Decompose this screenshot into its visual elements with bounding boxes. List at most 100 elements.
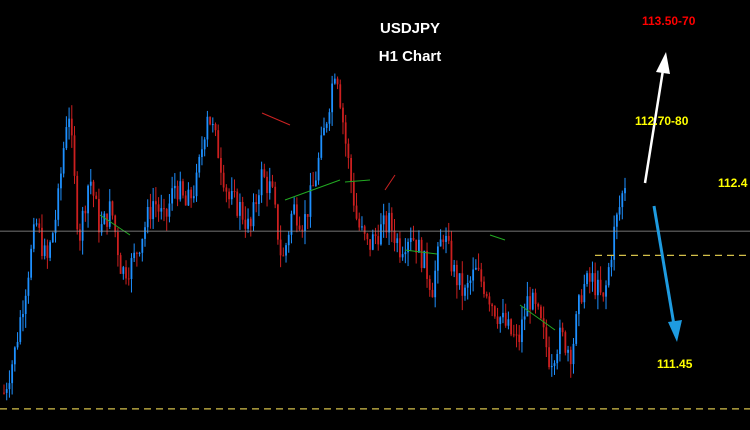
candle-body (141, 238, 144, 253)
candle-body (276, 204, 279, 240)
candle-body (236, 191, 239, 216)
candle-body (233, 191, 236, 193)
candle-body (474, 267, 477, 270)
candle-body (420, 239, 423, 268)
candle-body (46, 245, 49, 258)
trend-line-green (519, 304, 556, 331)
candle-body (214, 124, 217, 131)
candle-body (51, 233, 54, 243)
candle-body (68, 118, 70, 128)
candle-body (135, 252, 138, 254)
candle-body (84, 210, 87, 214)
candle-body (591, 273, 594, 282)
level-label-lower-support: 111.45 (657, 357, 693, 371)
candle-body (103, 213, 106, 225)
candle-body (480, 269, 483, 282)
candle-body (92, 181, 95, 196)
candle-body (79, 229, 81, 241)
candle-body (220, 157, 222, 173)
trend-line-green (404, 249, 438, 255)
candle-body (371, 234, 374, 250)
candle-body (442, 239, 445, 242)
candle-body (255, 202, 258, 205)
candle-body (415, 239, 418, 253)
candle-body (401, 254, 404, 258)
candle-body (605, 285, 607, 297)
candle-body (111, 201, 114, 216)
candle-body (450, 240, 453, 272)
down-arrow-head (668, 320, 682, 342)
candle-body (241, 201, 244, 220)
candle-body (458, 273, 461, 286)
candle-body (298, 225, 301, 230)
trend-line-green (99, 214, 131, 236)
up-arrow-shaft (643, 69, 665, 184)
candle-body (179, 181, 182, 200)
candle-body (290, 213, 293, 235)
candle-body (556, 354, 559, 364)
candle-body (225, 187, 228, 192)
candle-body (168, 203, 171, 217)
candle-body (504, 312, 507, 326)
candle-body (30, 248, 33, 278)
candle-body (146, 206, 149, 228)
candle-body (304, 214, 306, 232)
candle-body (60, 173, 62, 189)
candle-body (559, 327, 561, 355)
candle-body (295, 204, 298, 226)
candle-body (279, 239, 282, 256)
candle-body (89, 181, 92, 186)
candle-body (247, 218, 249, 229)
candle-body (455, 264, 458, 286)
candle-body (464, 287, 466, 296)
candle-body (8, 383, 11, 390)
candle-body (515, 334, 518, 336)
candle-body (268, 181, 271, 194)
trend-lines (99, 112, 556, 331)
candle-body (618, 207, 621, 215)
trend-line-red (261, 112, 291, 126)
candle-body (260, 169, 263, 196)
level-label-resistance: 112.70-80 (635, 114, 689, 128)
candle-body (154, 201, 157, 205)
candle-body (81, 210, 84, 241)
candle-body (423, 250, 426, 268)
candle-body (249, 218, 252, 227)
candle-body (374, 234, 377, 237)
candle-body (567, 349, 569, 353)
candle-body (125, 267, 127, 279)
candle-body (130, 258, 133, 279)
candle-body (583, 284, 586, 303)
candle-body (138, 252, 141, 254)
candle-body (483, 281, 485, 295)
candle-body (594, 273, 597, 296)
candle-body (610, 259, 613, 268)
candle-body (16, 341, 19, 348)
candle-body (461, 273, 464, 296)
candle-body (274, 186, 277, 205)
candle-body (512, 334, 515, 336)
candles (3, 73, 626, 401)
candle-body (133, 252, 136, 259)
candle-body (564, 332, 567, 353)
candle-body (173, 185, 176, 189)
candle-body (222, 172, 225, 188)
candle-body (108, 201, 111, 227)
candle-body (426, 250, 428, 279)
candle-body (428, 278, 431, 290)
candle-body (588, 273, 591, 282)
candle-body (553, 363, 556, 366)
candle-body (453, 264, 456, 272)
candle-body (388, 212, 390, 233)
candle-body (13, 347, 16, 365)
candle-body (239, 201, 241, 216)
candle-body (258, 195, 260, 205)
candle-body (163, 208, 165, 210)
candle-body (361, 226, 363, 228)
candle-body (171, 188, 174, 204)
candle-body (271, 181, 274, 187)
candle-body (57, 188, 60, 220)
candle-body (328, 112, 331, 124)
candle-body (230, 191, 233, 200)
candle-body (534, 292, 537, 304)
